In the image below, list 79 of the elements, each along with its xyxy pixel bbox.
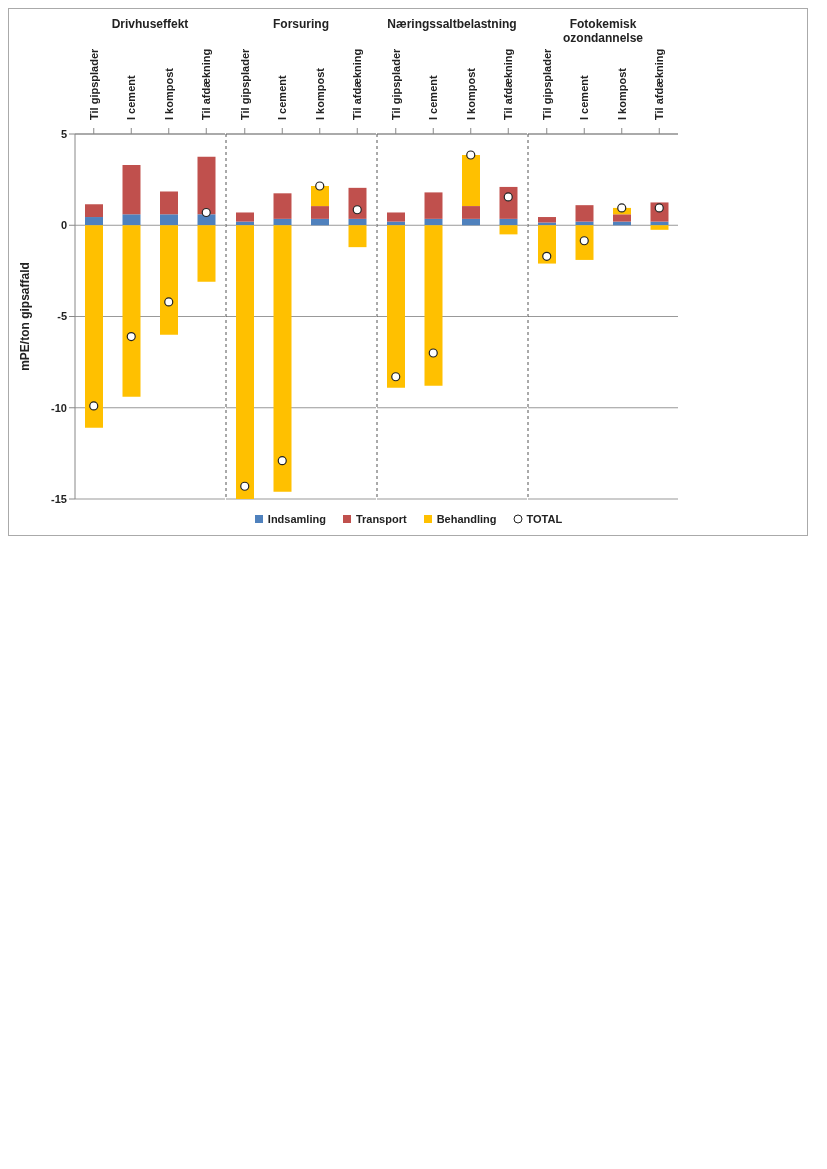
bar <box>538 217 556 223</box>
legend-label: TOTAL <box>525 513 563 525</box>
y-tick-label: -10 <box>51 401 67 414</box>
point <box>126 331 136 342</box>
bar <box>387 212 405 222</box>
bar <box>650 225 669 230</box>
y-tick-label: 0 <box>60 219 67 232</box>
bar <box>273 225 292 492</box>
chart-title: Næringssaltbelastning <box>386 16 518 33</box>
x-tick-label: Til afdækning <box>502 48 515 120</box>
chart-title: Forsuring <box>272 16 330 33</box>
x-tick-label: I cement <box>276 75 289 120</box>
bar <box>160 214 178 226</box>
x-tick-label: I kompost <box>464 67 477 120</box>
legend-label: Indsamling <box>266 513 326 525</box>
bar <box>236 225 254 499</box>
bar <box>160 225 178 335</box>
bar <box>197 214 216 226</box>
x-tick-label: Til gipsplader <box>540 47 553 120</box>
x-tick-label: I cement <box>578 75 591 120</box>
bar <box>348 218 367 226</box>
bar <box>499 218 518 226</box>
point <box>315 181 325 191</box>
bar <box>197 225 216 282</box>
bar <box>387 225 405 388</box>
x-tick-label: I kompost <box>615 67 628 120</box>
legend-label: Transport <box>354 513 407 525</box>
bar <box>424 225 443 386</box>
point <box>277 456 287 466</box>
point <box>352 205 362 215</box>
bar <box>311 206 329 219</box>
x-tick-label: Til gipsplader <box>238 47 251 120</box>
bar <box>122 225 141 397</box>
point <box>240 481 250 491</box>
bar <box>160 191 178 215</box>
bar <box>273 218 292 226</box>
point <box>89 401 99 411</box>
point <box>201 207 211 218</box>
bar <box>424 192 443 219</box>
point <box>503 192 513 202</box>
y-tick-label: 5 <box>60 127 67 140</box>
bar <box>575 205 594 222</box>
point <box>466 150 476 160</box>
x-tick-label: I cement <box>427 75 440 120</box>
bar <box>499 225 518 235</box>
x-tick-label: I kompost <box>313 67 326 120</box>
bar <box>462 218 480 226</box>
x-tick-label: Til afdækning <box>200 48 213 120</box>
y-axis-title: mPE/ton gipsaffald <box>18 262 33 371</box>
x-tick-label: I cement <box>125 75 138 120</box>
y-tick-label: -5 <box>57 310 67 323</box>
bar <box>311 186 329 207</box>
chart-title: Drivhuseffekt <box>110 16 190 33</box>
bar <box>122 165 141 215</box>
bar <box>348 225 367 248</box>
point <box>164 297 174 307</box>
bar <box>462 154 480 207</box>
point <box>428 348 438 358</box>
bar <box>311 218 329 226</box>
x-tick-label: I kompost <box>162 67 175 120</box>
bar <box>273 193 292 219</box>
bar <box>122 214 141 226</box>
x-tick-label: Til afdækning <box>351 48 364 120</box>
bar <box>197 156 216 215</box>
bar <box>85 217 103 226</box>
bar <box>236 212 254 222</box>
bar <box>613 214 631 222</box>
point <box>391 372 401 382</box>
bar <box>85 225 103 428</box>
legend-label: Behandling <box>435 513 497 525</box>
x-tick-label: Til gipsplader <box>389 47 402 120</box>
bar <box>424 218 443 226</box>
y-tick-label: -15 <box>51 492 67 505</box>
x-tick-label: Til gipsplader <box>87 47 100 120</box>
bar <box>538 225 556 264</box>
x-tick-label: Til afdækning <box>653 48 666 120</box>
bar <box>462 206 480 219</box>
chart-title: Fotokemisk ozondannelse <box>562 16 644 45</box>
bar <box>85 204 103 218</box>
